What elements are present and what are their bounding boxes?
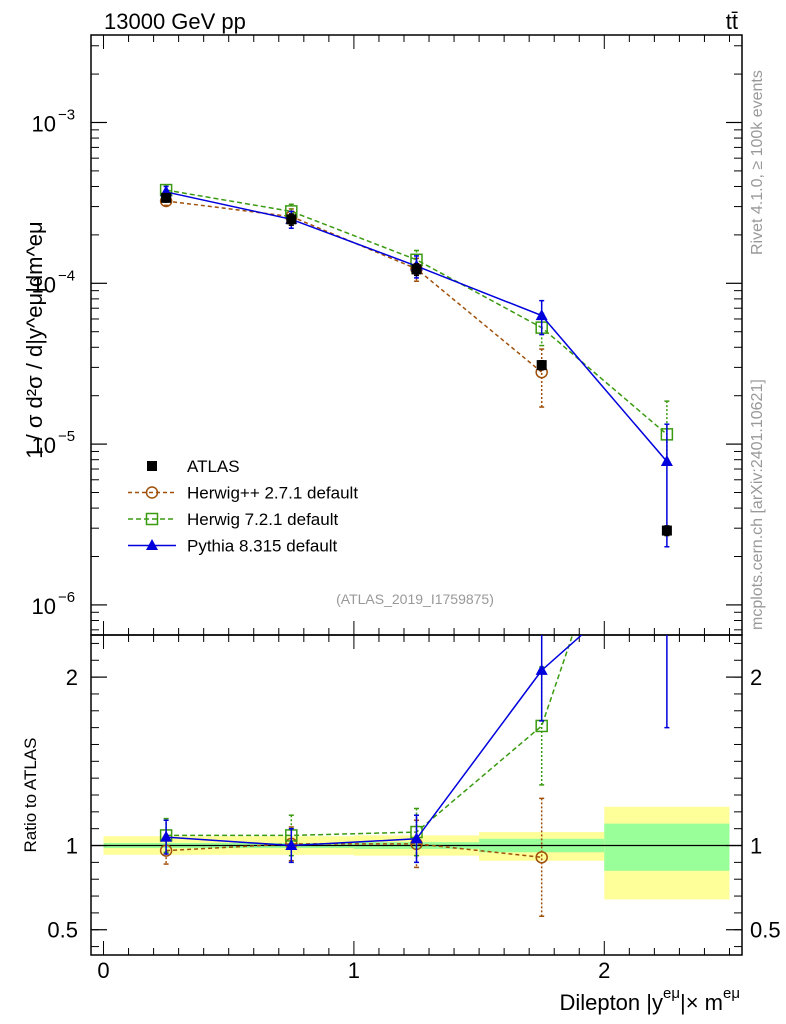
- ratio-axis-ticks: 0.5 0.5 1 1 2 2 0 1 2: [47, 635, 781, 983]
- x-label-sup2: eμ: [723, 985, 740, 1002]
- legend-marker-circle: [145, 486, 159, 499]
- main-y-tick-label: 10: [32, 433, 56, 458]
- x-tick-label: 2: [598, 958, 610, 983]
- main-point-data: [536, 360, 547, 371]
- main-y-axis-ticks: 10−610−510−410−3: [32, 35, 742, 635]
- legend-label-square: Herwig 7.2.1 default: [187, 510, 338, 529]
- main-y-axis-label: 1 / σ d²σ / d|y^eμ|dm^eμ: [22, 221, 47, 458]
- ratio-y-tick-label-left: 1: [66, 834, 78, 859]
- main-y-tick-exponent: −5: [58, 428, 75, 445]
- x-tick-label: 0: [97, 958, 109, 983]
- main-series-data: [161, 192, 672, 537]
- main-y-label-text: 1 / σ d²σ / d|y^eμ|dm^eμ: [22, 221, 47, 458]
- main-point-data: [661, 525, 672, 536]
- main-point-data: [411, 264, 422, 275]
- main-series-circle: [159, 194, 548, 408]
- main-series-group: [159, 183, 674, 548]
- ratio-panel-frame: [90, 634, 743, 956]
- band-stat-4: [604, 823, 730, 871]
- ratio-series-triangle: [160, 553, 673, 864]
- rivet-label: Rivet 4.1.0, ≥ 100k events: [749, 70, 766, 255]
- main-y-tick-label: 10: [32, 111, 56, 136]
- ratio-point-square: [661, 352, 672, 363]
- x-label-part2: |× m: [680, 990, 723, 1015]
- ratio-y-tick-label-right: 2: [750, 665, 762, 690]
- ratio-point-triangle: [285, 839, 298, 851]
- x-tick-label: 1: [348, 958, 360, 983]
- x-label-sup1: eμ: [663, 985, 680, 1002]
- ratio-y-tick-label-left: 2: [66, 665, 78, 690]
- mcplots-label: mcplots.cern.ch [arXiv:2401.10621]: [749, 379, 766, 630]
- main-line-square: [165, 189, 668, 435]
- main-y-tick-exponent: −6: [58, 589, 75, 606]
- main-point-data: [161, 192, 172, 203]
- ratio-uncertainty-bands: [91, 806, 742, 900]
- ratio-point-circle: [535, 851, 548, 864]
- main-y-tick-label: 10: [32, 594, 56, 619]
- x-axis-label: Dilepton |yeμ|× meμ: [559, 985, 740, 1015]
- legend-marker-triangle: [146, 539, 158, 550]
- ratio-series-group: [159, 352, 673, 918]
- ratio-y-label-text: Ratio to ATLAS: [21, 738, 40, 853]
- process-label: tt̄: [726, 9, 738, 34]
- ratio-y-tick-label-right: 0.5: [750, 918, 781, 943]
- x-label-part1: Dilepton |y: [559, 990, 663, 1015]
- legend-label-circle: Herwig++ 2.7.1 default: [187, 484, 358, 503]
- ratio-point-triangle: [410, 832, 423, 844]
- legend-marker-square: [145, 512, 159, 526]
- analysis-id: (ATLAS_2019_I1759875): [336, 591, 494, 607]
- main-line-circle: [166, 200, 543, 373]
- main-y-tick-exponent: −4: [58, 267, 75, 284]
- ratio-point-triangle: [160, 830, 173, 842]
- ratio-point-triangle: [535, 663, 548, 675]
- main-line-triangle: [165, 191, 668, 462]
- main-point-data: [286, 214, 297, 225]
- main-point-triangle: [535, 309, 548, 321]
- energy-label: 13000 GeV pp: [104, 9, 246, 34]
- legend-marker-data: [147, 461, 157, 471]
- main-point-triangle: [660, 454, 673, 466]
- ratio-y-axis-label: Ratio to ATLAS: [21, 738, 40, 853]
- main-y-tick-exponent: −3: [58, 106, 75, 123]
- ratio-y-tick-label-right: 1: [750, 834, 762, 859]
- ratio-y-tick-label-left: 0.5: [47, 918, 78, 943]
- ratio-point-triangle: [661, 553, 673, 564]
- legend-label-triangle: Pythia 8.315 default: [187, 537, 338, 556]
- main-series-square: [159, 183, 674, 465]
- main-y-tick-label: 10: [32, 272, 56, 297]
- legend: ATLAS Herwig++ 2.7.1 default Herwig 7.2.1 …: [128, 457, 358, 556]
- legend-label-data: ATLAS: [187, 457, 240, 476]
